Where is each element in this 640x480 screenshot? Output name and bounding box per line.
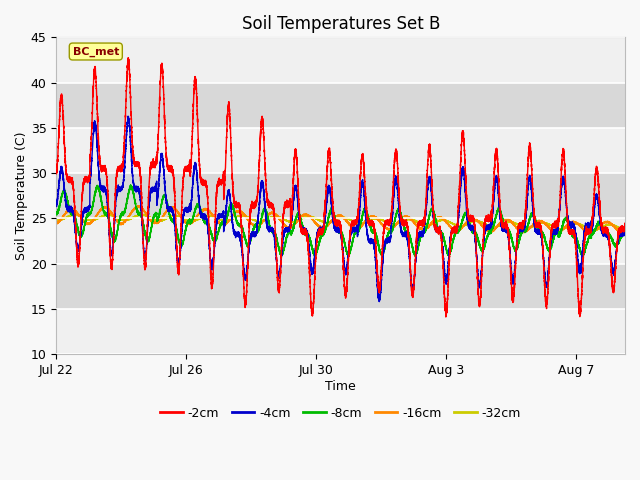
Bar	[56, 173, 625, 218]
Legend: -2cm, -4cm, -8cm, -16cm, -32cm: -2cm, -4cm, -8cm, -16cm, -32cm	[156, 402, 526, 424]
X-axis label: Time: Time	[325, 380, 356, 393]
Bar	[56, 264, 625, 309]
Bar	[56, 128, 625, 173]
Bar	[56, 309, 625, 354]
Bar	[56, 37, 625, 83]
Title: Soil Temperatures Set B: Soil Temperatures Set B	[241, 15, 440, 33]
Text: BC_met: BC_met	[72, 47, 119, 57]
Bar	[56, 83, 625, 128]
Y-axis label: Soil Temperature (C): Soil Temperature (C)	[15, 132, 28, 260]
Bar	[56, 218, 625, 264]
